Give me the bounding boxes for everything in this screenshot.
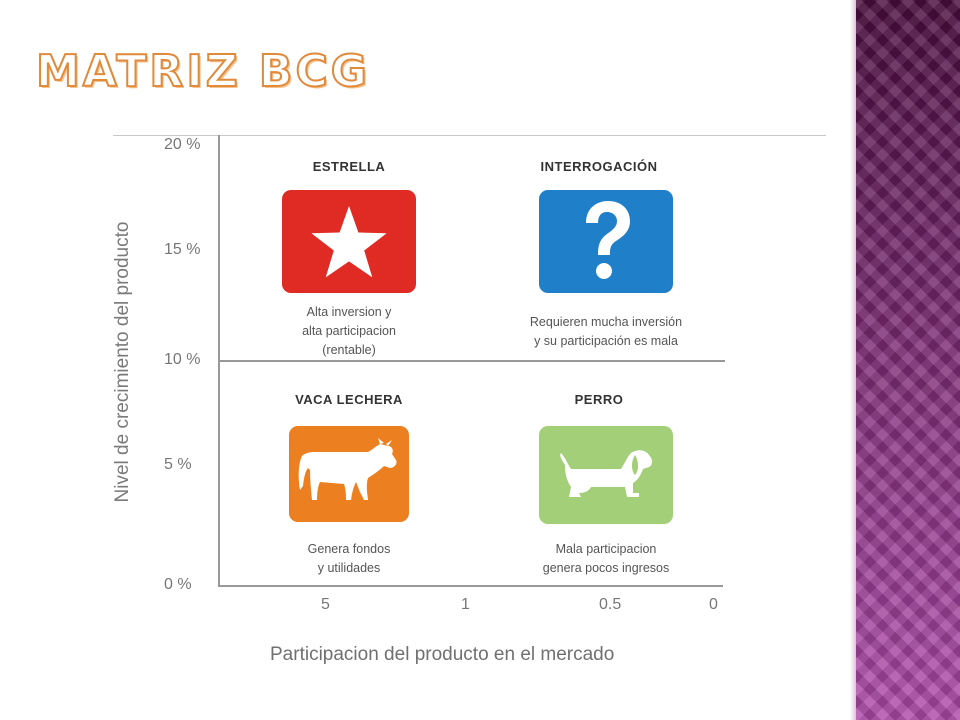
quadrant-star-description: Alta inversion y alta participacion (ren… [302,305,396,357]
x-axis-line [218,585,723,587]
decorative-side-panel [856,0,960,720]
quadrant-question-label: INTERROGACIÓN [540,159,658,174]
y-tick-label: 20 % [164,136,201,153]
y-tick-label: 10 % [164,351,201,368]
y-tick-label: 5 % [164,456,192,473]
star-icon [311,205,387,277]
x-tick-label: 0 [709,596,718,613]
slide-title: MATRIZ BCG [35,45,370,98]
quadrant-divider [218,360,725,362]
cow-icon [298,438,397,500]
top-rule [113,135,826,136]
star-quadrant-box [282,190,416,293]
quadrant-question-description: Requieren mucha inversión y su participa… [529,315,683,348]
question-mark-icon [586,200,630,279]
quadrant-dog-label: PERRO [574,392,624,407]
x-tick-label: 1 [461,596,470,613]
x-tick-label: 0.5 [599,596,622,613]
x-tick-label: 5 [321,596,330,613]
y-tick-label: 15 % [164,241,201,258]
dog-icon [560,450,652,497]
x-axis-title: Participacion del producto en el mercado [270,644,615,665]
side-panel-edge [850,0,856,720]
bcg-matrix: Nivel de crecimiento del producto 20 % 1… [110,130,826,675]
dog-quadrant-box [539,426,673,524]
quadrant-dog-description: Mala participacion genera pocos ingresos [542,542,670,575]
quadrant-cow-label: VACA LECHERA [295,392,403,407]
quadrant-cow-description: Genera fondos y utilidades [307,542,391,575]
y-axis-title: Nivel de crecimiento del producto [112,221,133,503]
question-quadrant-box [539,190,673,293]
y-tick-label: 0 % [164,576,192,593]
quadrant-star-label: ESTRELLA [312,159,386,174]
cow-quadrant-box [289,426,409,522]
